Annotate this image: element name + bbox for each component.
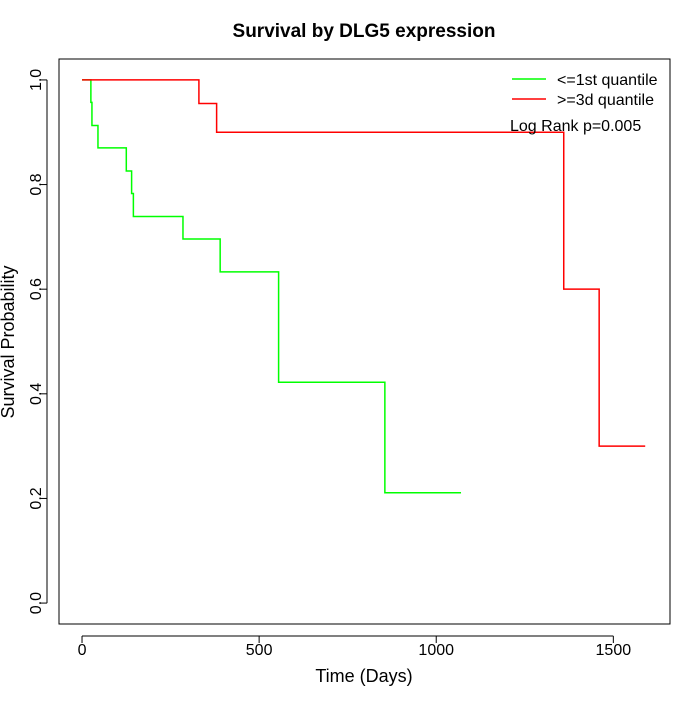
y-tick-label: 1.0	[28, 69, 45, 91]
log-rank-annotation: Log Rank p=0.005	[510, 118, 641, 135]
y-tick-label: 0.6	[28, 278, 45, 300]
legend-label: >=3d quantile	[557, 92, 654, 109]
y-tick-label: 0.4	[28, 383, 45, 405]
legend-label: <=1st quantile	[557, 72, 658, 89]
y-tick-label: 0.2	[28, 487, 45, 509]
y-tick-label: 0.8	[28, 173, 45, 195]
chart-title: Survival by DLG5 expression	[233, 21, 496, 42]
x-tick-label: 500	[246, 642, 273, 659]
x-axis: 0 500 1000 1500	[78, 635, 632, 659]
y-axis-label: Survival Probability	[0, 265, 18, 418]
series-layer	[82, 79, 646, 494]
x-tick-label: 1000	[418, 642, 454, 659]
x-axis-label: Time (Days)	[315, 666, 412, 686]
x-tick-label: 0	[78, 642, 87, 659]
legend: <=1st quantile >=3d quantile	[512, 72, 658, 109]
y-axis: 0.0 0.2 0.4 0.6 0.8 1.0	[28, 69, 48, 614]
plot-frame	[58, 58, 671, 625]
x-tick-label: 1500	[596, 642, 632, 659]
y-tick-label: 0.0	[28, 592, 45, 614]
survival-curve-low-expression	[82, 79, 462, 494]
survival-curve-high-expression	[82, 79, 646, 447]
